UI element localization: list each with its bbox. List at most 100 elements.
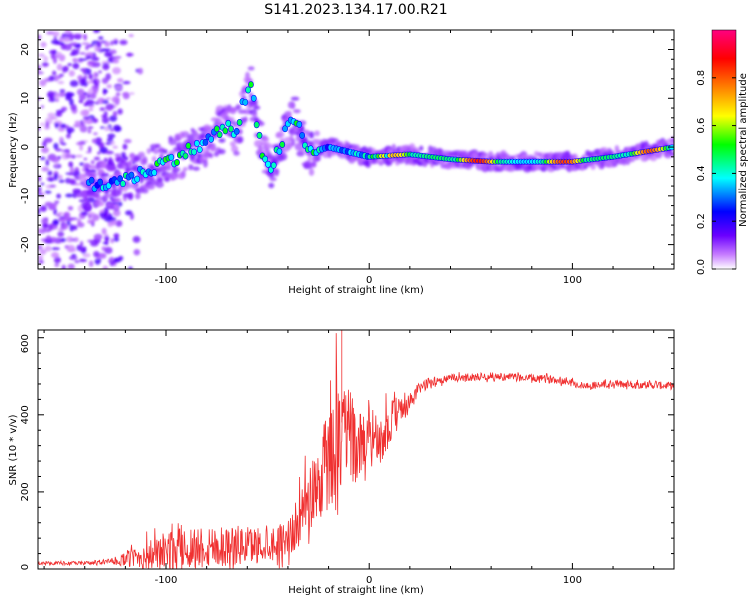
spectrogram-speckle bbox=[64, 30, 71, 34]
spectrogram-speckle bbox=[88, 108, 94, 112]
spectrogram-speckle bbox=[81, 210, 89, 216]
spectrogram-speckle bbox=[93, 71, 98, 79]
spectrogram-speckle bbox=[100, 98, 106, 102]
spectrogram-speckle bbox=[115, 92, 121, 97]
spectrogram-halo-cell bbox=[172, 166, 181, 173]
spectrogram-speckle bbox=[114, 40, 118, 45]
spectrogram-speckle bbox=[115, 220, 123, 227]
spectrogram-speckle bbox=[83, 92, 87, 96]
spectrogram-speckle bbox=[40, 122, 45, 126]
spectrogram-ridge-cell bbox=[270, 161, 277, 169]
spectrogram-speckle bbox=[82, 68, 86, 75]
spectrogram-speckle bbox=[74, 260, 80, 264]
spectrogram-speckle bbox=[60, 123, 66, 129]
spectrogram-speckle bbox=[63, 212, 68, 218]
spectrogram-halo-cell bbox=[155, 180, 164, 188]
spectrogram-halo-cell bbox=[116, 162, 123, 169]
spectrogram-speckle bbox=[91, 118, 99, 124]
spectrogram-speckle bbox=[88, 146, 92, 153]
spectrogram-speckle bbox=[107, 221, 113, 228]
spectrogram-halo-cell bbox=[462, 150, 469, 157]
spectrogram-speckle bbox=[102, 265, 109, 269]
spectrogram-ridge-cell bbox=[216, 131, 223, 139]
spectrogram-ridge-cell bbox=[236, 118, 243, 126]
spectrogram-speckle bbox=[113, 203, 119, 209]
spectrogram-speckle bbox=[48, 75, 56, 82]
spectrogram-speckle bbox=[52, 31, 60, 37]
spectrogram-speckle bbox=[53, 74, 59, 82]
spectrogram-speckle bbox=[105, 142, 112, 145]
spectrogram-ridge-cell bbox=[225, 119, 232, 127]
spectrogram-halo-cell bbox=[287, 110, 292, 119]
spectrogram-halo-cell bbox=[134, 192, 141, 200]
spectrogram-speckle bbox=[64, 153, 74, 159]
spectrogram-speckle bbox=[61, 149, 65, 153]
spectrogram-speckle bbox=[80, 77, 87, 85]
spectrogram-speckle bbox=[78, 99, 84, 104]
spectrogram-speckle bbox=[71, 253, 77, 257]
spectrogram-halo-cell bbox=[125, 166, 132, 172]
spectrogram-speckle bbox=[68, 70, 76, 77]
spectrogram-halo-cell bbox=[218, 148, 226, 155]
spectrogram-halo-cell bbox=[162, 149, 168, 154]
spectrogram-halo-cell bbox=[146, 184, 155, 190]
spectrogram-y-tick-label: -10 bbox=[20, 188, 31, 204]
spectrogram-x-tick-label: -100 bbox=[155, 275, 178, 286]
colorbar-tick-label: 0.4 bbox=[696, 165, 707, 181]
spectrogram-speckle bbox=[80, 109, 89, 117]
spectrogram-speckle bbox=[83, 33, 88, 41]
spectrogram-speckle bbox=[49, 203, 57, 211]
spectrogram-speckle bbox=[69, 80, 79, 87]
spectrogram-speckle bbox=[92, 52, 96, 59]
spectrogram-ridge-cell bbox=[191, 148, 197, 156]
spectrogram-speckle bbox=[78, 74, 83, 79]
spectrogram-speckle bbox=[122, 143, 128, 150]
spectrogram-ridge-cell bbox=[120, 180, 126, 188]
spectrogram-speckle bbox=[98, 36, 104, 40]
spectrogram-speckle bbox=[55, 98, 60, 102]
spectrogram-halo-cell bbox=[280, 152, 288, 161]
spectrogram-speckle bbox=[132, 236, 141, 243]
snr-x-tick-label: -100 bbox=[155, 575, 178, 586]
spectrogram-speckle bbox=[137, 67, 143, 75]
spectrogram-panel: -100 0 100 -20 -10 0 10 20 Height of str… bbox=[8, 29, 675, 296]
spectrogram-ridge-cell bbox=[97, 178, 104, 186]
spectrogram-halo-cell bbox=[236, 136, 244, 144]
spectrogram-speckle bbox=[43, 137, 53, 143]
spectrogram-speckle bbox=[78, 58, 88, 61]
spectrogram-ridge-cell bbox=[213, 125, 220, 133]
spectrogram-speckle bbox=[114, 153, 122, 157]
snr-y-tick-label: 400 bbox=[20, 405, 31, 424]
spectrogram-speckle bbox=[63, 43, 72, 51]
spectrogram-speckle bbox=[87, 219, 95, 224]
spectrogram-speckle bbox=[75, 141, 85, 146]
spectrogram-speckle bbox=[121, 151, 126, 158]
spectrogram-speckle bbox=[93, 78, 97, 84]
spectrogram-halo-cell bbox=[205, 148, 210, 157]
spectrogram-speckle bbox=[40, 41, 47, 48]
spectrogram-speckle bbox=[112, 58, 120, 64]
spectrogram-speckle bbox=[78, 94, 87, 101]
spectrogram-halo-cell bbox=[590, 163, 596, 170]
spectrogram-speckle bbox=[58, 216, 67, 223]
spectrogram-speckle bbox=[57, 174, 63, 180]
spectrogram-speckle bbox=[99, 107, 106, 112]
spectrogram-speckle bbox=[79, 125, 88, 133]
spectrogram-halo-cell bbox=[154, 143, 161, 149]
spectrogram-speckle bbox=[51, 247, 61, 251]
spectrogram-ridge-cell bbox=[151, 169, 158, 177]
spectrogram-speckle bbox=[39, 79, 47, 87]
spectrogram-speckle bbox=[76, 88, 85, 96]
spectrogram-halo-cell bbox=[290, 96, 300, 101]
spectrogram-speckle bbox=[41, 223, 49, 229]
spectrogram-halo-cell bbox=[111, 184, 117, 190]
spectrogram-speckle bbox=[100, 212, 108, 220]
spectrogram-speckle bbox=[108, 53, 113, 56]
spectrogram-speckle bbox=[112, 145, 118, 149]
spectrogram-speckle bbox=[98, 70, 102, 74]
spectrogram-speckle bbox=[110, 128, 114, 132]
spectrogram-speckle bbox=[53, 36, 57, 40]
spectrogram-speckle bbox=[59, 89, 66, 93]
spectrogram-halo-cell bbox=[104, 193, 113, 198]
